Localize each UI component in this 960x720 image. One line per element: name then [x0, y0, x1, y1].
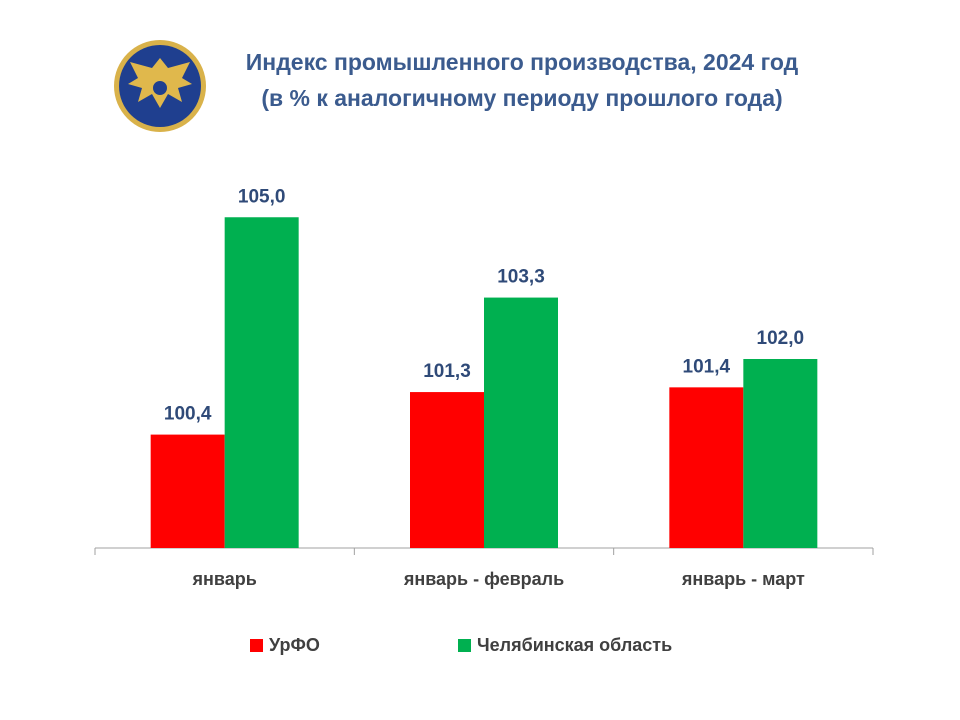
- x-tick-label: январь - март: [681, 569, 805, 589]
- data-label: 105,0: [238, 186, 286, 207]
- bar: [224, 217, 299, 548]
- emblem: [114, 40, 206, 132]
- bar: [484, 297, 558, 548]
- legend-label: Челябинская область: [477, 635, 672, 655]
- chart-title: Индекс промышленного производства, 2024 …: [246, 49, 799, 75]
- x-tick-label: январь: [192, 569, 257, 589]
- legend-label: УрФО: [269, 635, 320, 655]
- data-label: 100,4: [164, 404, 212, 425]
- bar: [410, 392, 484, 548]
- bar: [150, 434, 225, 548]
- data-label: 103,3: [497, 267, 545, 288]
- data-label: 102,0: [757, 328, 805, 349]
- bar: [669, 387, 744, 548]
- bar: [743, 359, 818, 548]
- legend-swatch: [458, 639, 471, 652]
- data-label: 101,4: [683, 356, 731, 377]
- x-tick-label: январь - февраль: [403, 569, 564, 589]
- legend-swatch: [250, 639, 263, 652]
- chart-subtitle: (в % к аналогичному периоду прошлого год…: [261, 85, 782, 111]
- data-label: 101,3: [423, 361, 471, 382]
